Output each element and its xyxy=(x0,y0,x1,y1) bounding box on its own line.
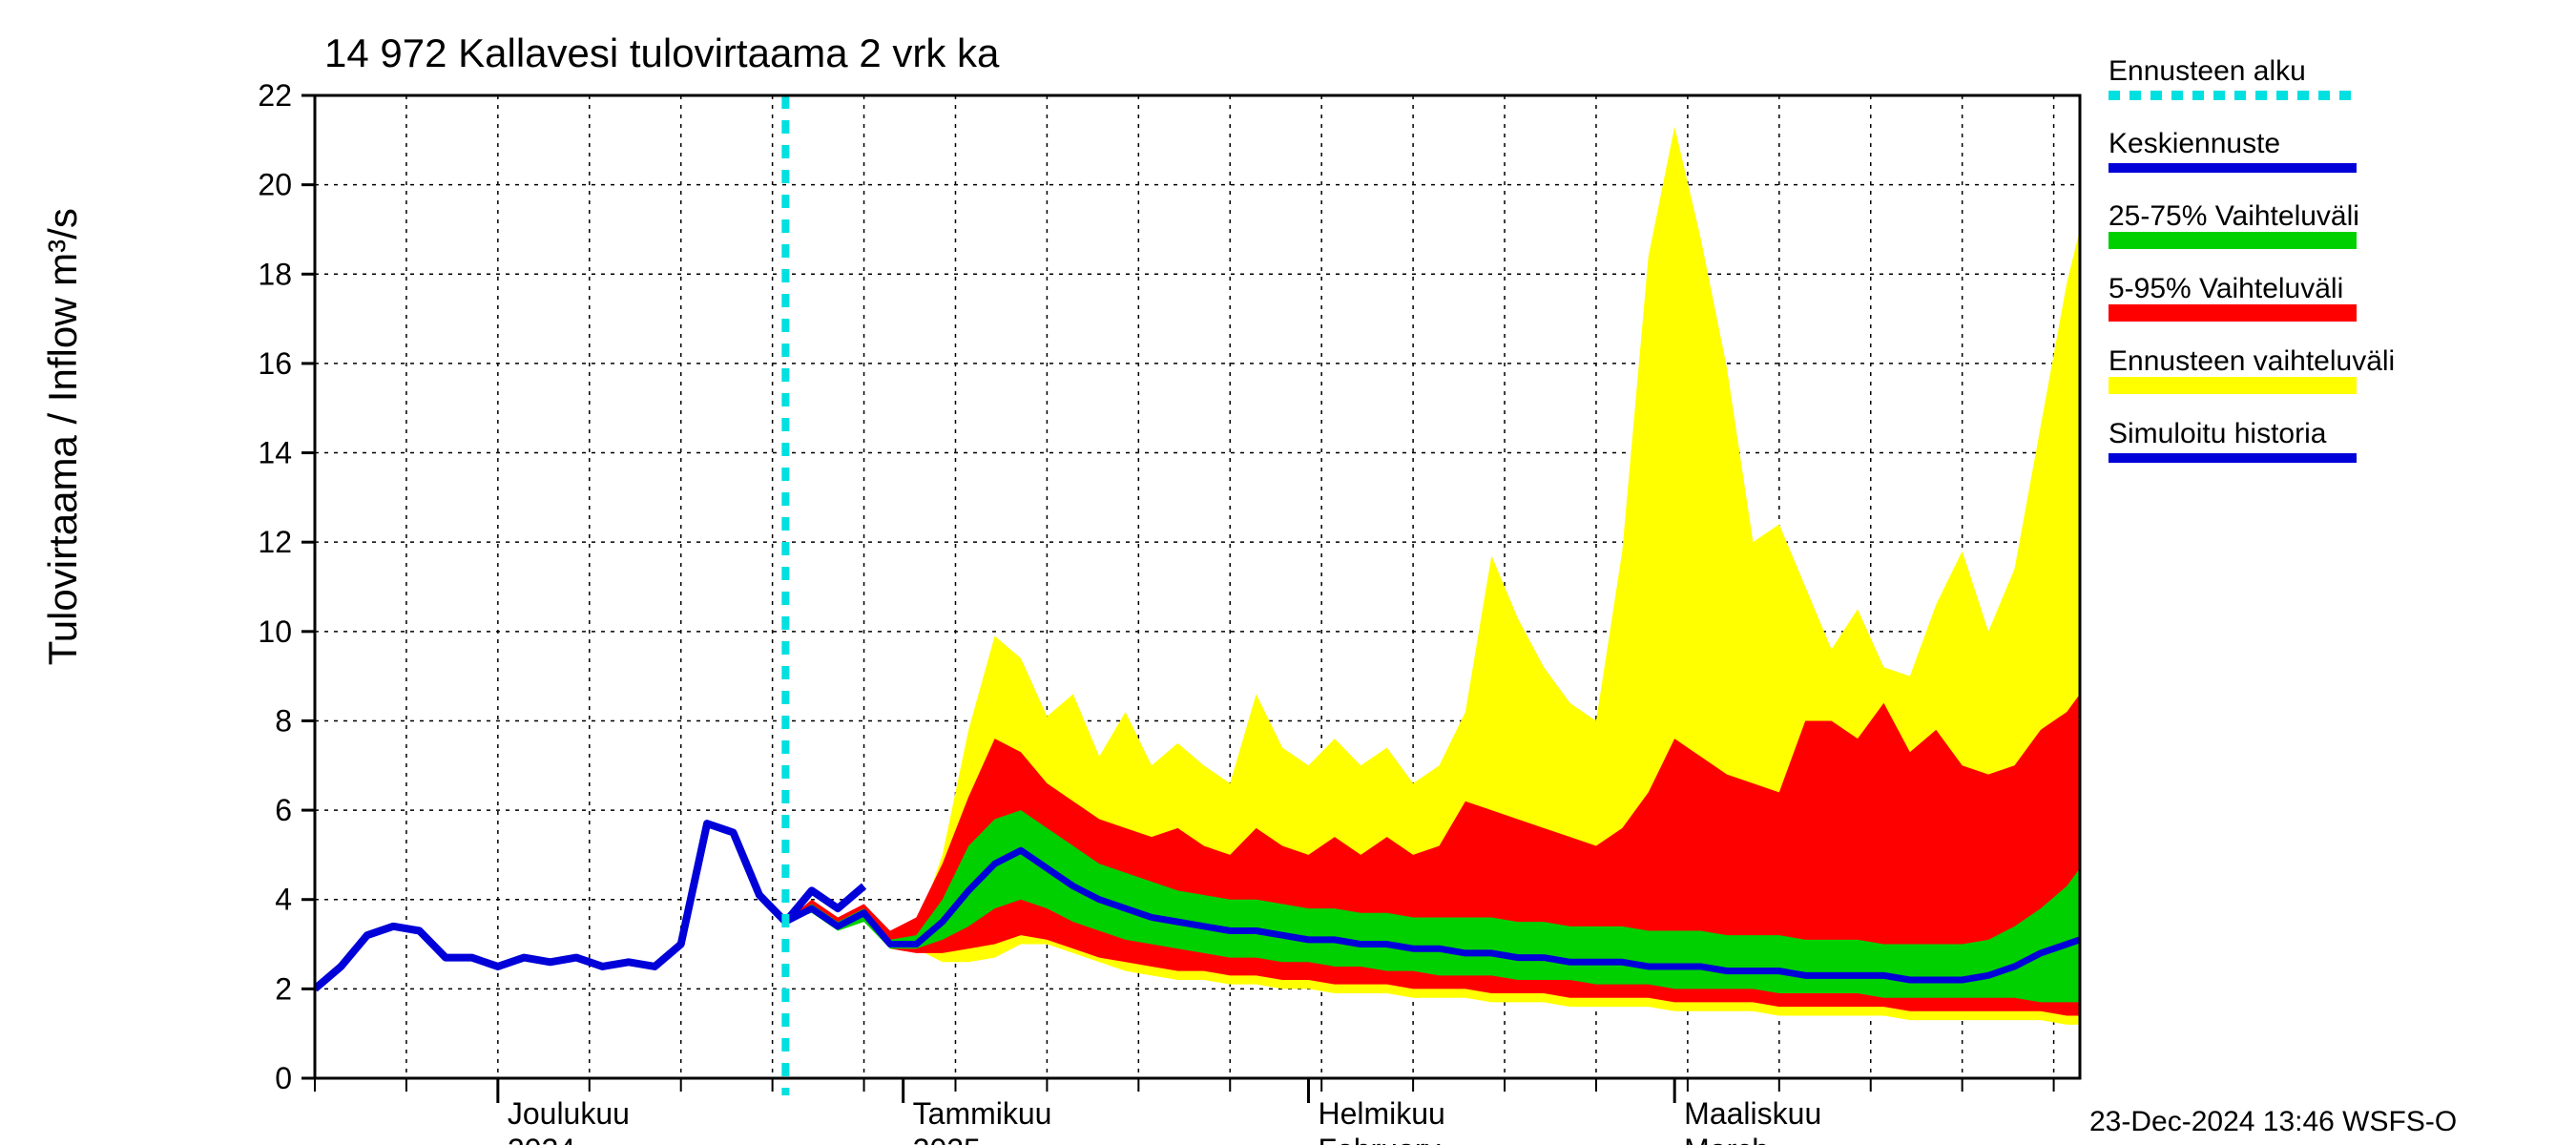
y-tick-label: 16 xyxy=(258,346,292,381)
x-tick-label-2: 2024 xyxy=(508,1133,575,1145)
y-axis-label: Tulovirtaama / Inflow m³/s xyxy=(40,208,85,665)
legend-label: 5-95% Vaihteluväli xyxy=(2109,273,2343,304)
x-tick-label-1: Helmikuu xyxy=(1318,1096,1444,1131)
x-tick-label-1: Maaliskuu xyxy=(1684,1096,1821,1131)
y-tick-label: 14 xyxy=(258,436,292,470)
legend-swatch-red xyxy=(2109,304,2357,322)
y-tick-label: 18 xyxy=(258,257,292,291)
legend-label: Simuloitu historia xyxy=(2109,418,2327,449)
x-tick-label-2: 2025 xyxy=(913,1133,981,1145)
legend-label: Ennusteen alku xyxy=(2109,55,2306,87)
y-tick-label: 8 xyxy=(275,703,292,738)
y-tick-label: 6 xyxy=(275,793,292,827)
chart-container: 0 2 4 6 8 10 12 14 16 18 20 22 Joulukuu 2024 Tammikuu 2… xyxy=(0,0,2576,1145)
legend-label: Keskiennuste xyxy=(2109,128,2280,159)
x-tick-label-2: February xyxy=(1318,1133,1440,1145)
legend-swatch-green xyxy=(2109,232,2357,249)
y-tick-label: 10 xyxy=(258,614,292,649)
legend-swatch-yellow xyxy=(2109,377,2357,394)
y-tick-label: 4 xyxy=(275,883,292,917)
legend-label: Ennusteen vaihteluväli xyxy=(2109,345,2395,377)
y-tick-label: 0 xyxy=(275,1061,292,1095)
chart-svg: 0 2 4 6 8 10 12 14 16 18 20 22 Joulukuu 2024 Tammikuu 2… xyxy=(0,0,2576,1145)
legend-label: 25-75% Vaihteluväli xyxy=(2109,200,2359,232)
chart-title: 14 972 Kallavesi tulovirtaama 2 vrk ka xyxy=(324,31,1000,75)
y-tick-label: 22 xyxy=(258,78,292,113)
y-tick-label: 2 xyxy=(275,971,292,1006)
x-tick-label-2: March xyxy=(1684,1133,1769,1145)
chart-footer: 23-Dec-2024 13:46 WSFS-O xyxy=(2089,1106,2457,1137)
x-tick-label-1: Tammikuu xyxy=(913,1096,1052,1131)
y-tick-label: 20 xyxy=(258,168,292,202)
x-tick-label-1: Joulukuu xyxy=(508,1096,630,1131)
y-tick-label: 12 xyxy=(258,525,292,559)
